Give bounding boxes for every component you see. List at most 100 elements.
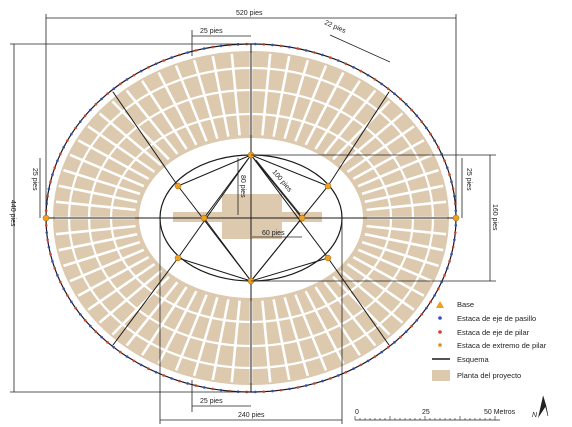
outer-stake [304, 49, 308, 52]
dim-aisle-top: 25 pies [200, 28, 223, 35]
outer-stake [74, 306, 77, 310]
outer-stake [415, 114, 419, 118]
outer-stake [154, 62, 158, 66]
legend-aisle-stake-label: Estaca de eje de pasillo [457, 314, 536, 323]
radial-line [112, 91, 179, 187]
outer-stake [83, 318, 87, 322]
pillar-gap [294, 65, 328, 142]
base-marker [200, 214, 208, 222]
outer-stake [410, 108, 413, 112]
dim-side-left: 25 pies [31, 168, 38, 191]
pillar-gap [272, 299, 291, 381]
scheme-line [250, 217, 303, 282]
outer-stake [170, 377, 173, 380]
outer-stake [445, 166, 449, 170]
outer-stake [393, 92, 396, 95]
outer-stake [106, 341, 109, 344]
outer-stake [329, 377, 332, 380]
outer-stake [94, 103, 98, 106]
outer-stake [313, 51, 316, 54]
outer-stake [399, 97, 402, 101]
outer-stake [440, 152, 443, 156]
radial-line [112, 257, 179, 346]
outer-stake [219, 388, 223, 392]
dimension-lines [10, 14, 496, 424]
scheme-line [250, 154, 329, 259]
pillar-gap [211, 299, 230, 381]
scheme-line [203, 154, 252, 219]
outer-stake [393, 341, 396, 344]
pillar-gap [272, 55, 291, 137]
dim-height-total: 440 pies [9, 200, 16, 227]
outer-stake [147, 367, 150, 370]
outer-stake [139, 363, 143, 367]
outer-stake [66, 139, 69, 142]
pillar-gap [304, 71, 345, 146]
legend-pillar-end-stake-label: Estaca de extremo de pilar [457, 341, 547, 350]
outer-stake [49, 252, 52, 256]
outer-stake [53, 166, 57, 170]
outer-stake [440, 280, 443, 284]
outer-stake [443, 159, 446, 163]
north-arrow-icon: N [532, 395, 549, 419]
outer-stake [44, 209, 48, 213]
outer-stake [119, 82, 122, 86]
outer-stake [139, 69, 143, 73]
outer-stake [380, 350, 383, 354]
outer-stake [336, 374, 340, 377]
outer-stake [262, 390, 266, 393]
outer-stake [83, 114, 87, 118]
base-marker [42, 214, 50, 222]
outer-stake [211, 45, 214, 49]
bases [42, 151, 460, 285]
outer-stake [420, 120, 424, 124]
scale-tick-25: 25 [422, 409, 430, 416]
outer-stake [112, 346, 116, 349]
outer-stake [53, 266, 57, 270]
outer-stake [279, 44, 283, 48]
outer-stake [74, 126, 77, 130]
outer-stake [450, 180, 453, 184]
pillar-gap [211, 55, 230, 137]
outer-stake [162, 374, 166, 377]
pillar-gap [314, 80, 361, 150]
outer-stake [450, 252, 453, 256]
outer-stake [288, 45, 291, 49]
outer-stake [373, 78, 377, 81]
outer-stake [194, 49, 198, 52]
outer-stake [154, 370, 158, 374]
outer-stake [56, 273, 59, 277]
outer-stake [45, 231, 49, 234]
pillar-gap [157, 290, 198, 365]
outer-stake [271, 43, 274, 47]
outer-stake [425, 306, 428, 310]
outer-stake [194, 384, 198, 387]
dim-ring-line [329, 34, 391, 63]
outer-stake [70, 300, 73, 304]
dim-arena-half-height: 80 pies [239, 175, 246, 198]
outer-stake [433, 294, 436, 297]
outer-stake [47, 187, 51, 191]
outer-stake [399, 335, 402, 339]
outer-stake [451, 245, 455, 249]
outer-stake [59, 152, 62, 156]
outer-stake [46, 194, 49, 198]
legend-project-plan-label: Planta del proyecto [457, 371, 521, 380]
outer-stake [415, 318, 419, 322]
outer-stake [202, 386, 206, 389]
outer-stake [453, 238, 456, 242]
base-marker [174, 182, 182, 190]
scheme-line [250, 257, 329, 282]
outer-stake [170, 56, 173, 59]
outer-stake [62, 287, 66, 291]
outer-stake [211, 387, 214, 391]
pillar-gap [283, 59, 310, 139]
outer-stake [78, 312, 82, 316]
outer-stake [404, 103, 408, 106]
outer-stake [443, 273, 446, 277]
outer-stake [366, 359, 370, 363]
pillar-gap [174, 65, 208, 142]
pillar-gap [192, 59, 219, 139]
dim-arena-height: 160 pies [491, 204, 498, 231]
